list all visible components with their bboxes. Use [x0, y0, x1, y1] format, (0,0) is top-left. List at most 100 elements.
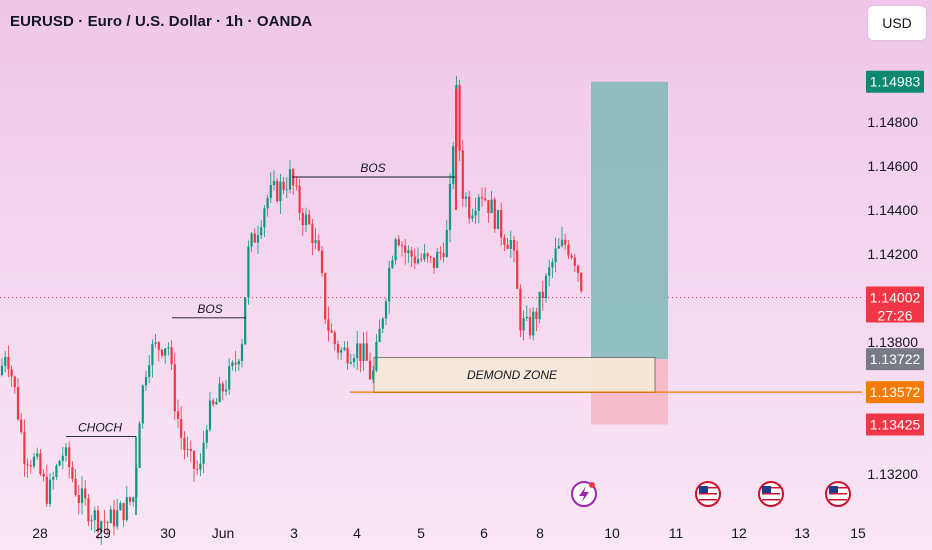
candle-body	[368, 360, 372, 380]
candle-body	[138, 423, 141, 468]
currency-button[interactable]: USD	[868, 6, 926, 40]
candle	[231, 360, 234, 371]
candle-body	[215, 401, 218, 405]
candle-body	[327, 319, 330, 331]
candle	[39, 449, 42, 476]
candle-body	[528, 316, 532, 336]
candle-body	[144, 377, 148, 386]
candle	[90, 514, 93, 531]
candle-body	[154, 342, 157, 344]
price-tag-label: 1.14983	[870, 74, 921, 90]
candle	[426, 252, 429, 263]
candle-body	[324, 273, 327, 320]
candle-body	[52, 476, 55, 480]
structure-label: BOS	[197, 302, 222, 316]
candle-body	[13, 376, 16, 388]
candle	[269, 172, 272, 203]
candle	[263, 205, 266, 237]
countdown-label: 27:26	[877, 308, 912, 324]
candle	[372, 365, 375, 384]
candle-body	[506, 244, 509, 249]
candle-body	[557, 245, 560, 249]
candle-body	[423, 253, 426, 260]
y-tick-label: 1.13200	[867, 466, 918, 482]
candle-body	[372, 370, 375, 380]
candle-body	[487, 200, 490, 214]
candle	[320, 245, 324, 277]
candle-body	[413, 256, 416, 264]
candle	[218, 376, 221, 403]
candle	[279, 173, 282, 214]
candle-body	[87, 498, 90, 522]
candle	[423, 244, 426, 262]
price-tag-label: 1.14002	[870, 290, 921, 306]
candle-body	[298, 185, 301, 214]
candle	[292, 167, 295, 195]
candle-body	[516, 250, 519, 289]
us-flag-event[interactable]	[695, 481, 721, 507]
price-tag-support: 1.13572	[866, 381, 924, 404]
candle	[506, 238, 509, 250]
candle	[164, 348, 167, 364]
candle	[442, 242, 445, 263]
candle	[410, 246, 413, 268]
candle	[144, 370, 148, 391]
candle-body	[474, 210, 477, 216]
candle-body	[333, 332, 336, 345]
candle-body	[122, 503, 125, 521]
us-flag-event[interactable]	[758, 481, 784, 507]
candle-body	[525, 316, 528, 319]
candle	[224, 379, 228, 396]
candle	[93, 506, 96, 533]
candles	[0, 75, 583, 545]
candle	[64, 443, 68, 462]
candle-body	[522, 318, 525, 331]
candle	[160, 348, 164, 359]
candle-body	[330, 330, 333, 333]
candle-body	[407, 250, 410, 253]
candle-body	[375, 341, 378, 371]
price-tag-label: 1.13722	[870, 351, 921, 367]
candle-body	[496, 210, 500, 229]
flag-stripe	[699, 496, 717, 498]
candle-body	[404, 245, 407, 253]
candle	[167, 342, 170, 356]
candle	[525, 305, 528, 322]
candle-body	[420, 258, 423, 260]
candle-body	[471, 215, 474, 219]
candle	[432, 257, 436, 274]
candle	[519, 284, 522, 337]
candle	[13, 375, 16, 394]
candle-body	[247, 246, 250, 298]
candle	[560, 226, 564, 248]
notification-dot	[589, 482, 595, 488]
candle	[429, 255, 432, 263]
lightning-event[interactable]	[571, 481, 597, 507]
candle	[87, 493, 90, 526]
candle-body	[64, 447, 68, 456]
candle	[68, 441, 71, 479]
us-flag-event[interactable]	[825, 481, 851, 507]
candle	[448, 173, 452, 243]
candle-body	[432, 257, 436, 268]
candle-body	[55, 465, 58, 477]
candle	[436, 247, 439, 269]
candle-body	[279, 181, 282, 202]
candle	[336, 340, 340, 360]
candle-body	[580, 272, 583, 292]
candle	[368, 352, 372, 381]
candle-body	[256, 235, 260, 243]
candle	[42, 469, 45, 482]
candle	[330, 323, 333, 334]
candle	[391, 255, 394, 269]
candle-body	[394, 239, 397, 261]
candle-body	[250, 233, 253, 247]
candle	[340, 347, 343, 361]
candle-body	[151, 343, 154, 366]
candle	[151, 339, 154, 378]
candle-body	[157, 342, 160, 350]
flag-stripe	[829, 496, 847, 498]
candle-body	[308, 214, 311, 224]
candle	[490, 190, 493, 214]
